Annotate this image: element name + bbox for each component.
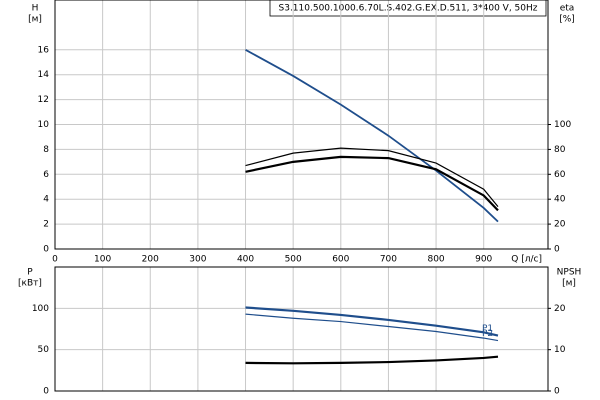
plot-frame <box>54 266 549 392</box>
x-tick-label: 400 <box>237 255 254 265</box>
x-tick-label: 100 <box>94 255 111 265</box>
y-tick-label: 50 <box>38 345 50 355</box>
y2-tick-label: 10 <box>554 345 566 355</box>
x-tick-label: 800 <box>427 255 444 265</box>
y-tick-label: 16 <box>38 45 50 55</box>
x-tick-label: 0 <box>52 255 58 265</box>
y2-tick-label: 80 <box>554 145 566 155</box>
title-box <box>269 0 547 17</box>
y2-unit: [%] <box>559 15 575 25</box>
curve <box>245 355 499 365</box>
y2-tick-label: 20 <box>554 304 566 314</box>
y-tick-label: 100 <box>32 304 49 314</box>
curve <box>245 155 499 212</box>
curve <box>245 313 499 342</box>
curve <box>245 147 499 208</box>
x-tick-label: 600 <box>332 255 349 265</box>
y-tick-label: 8 <box>43 145 49 155</box>
chart-title: S3.110.500.1000.6.70L.S.402.G.EX.D.511, … <box>279 4 538 14</box>
y2-tick-label: 100 <box>554 120 571 130</box>
y-tick-label: 4 <box>43 195 49 205</box>
x-tick-label: 300 <box>189 255 206 265</box>
y-tick-label: 12 <box>38 95 49 105</box>
x-tick-label: 900 <box>475 255 492 265</box>
y-tick-label: 14 <box>38 70 50 80</box>
y-label: P <box>27 268 33 278</box>
y-tick-label: 6 <box>43 170 49 180</box>
y2-unit: [м] <box>562 279 576 289</box>
y-unit: [кВт] <box>18 279 42 289</box>
x-tick-label: 500 <box>285 255 302 265</box>
y2-tick-label: 0 <box>554 245 560 255</box>
curve-label: P1 <box>482 324 493 334</box>
y-tick-label: 10 <box>38 120 50 130</box>
curve-label: P2 <box>482 329 493 339</box>
y-tick-label: 0 <box>43 245 49 255</box>
y2-tick-label: 20 <box>554 220 566 230</box>
y2-label: NPSH <box>557 268 582 278</box>
plot-frame <box>54 0 549 250</box>
y-label: H <box>32 4 39 14</box>
y-tick-label: 2 <box>43 220 49 230</box>
x-tick-label: 200 <box>142 255 159 265</box>
y2-label: eta <box>560 4 575 14</box>
curve <box>245 49 499 223</box>
x-label: Q [л/с] <box>511 255 542 265</box>
y-tick-label: 0 <box>43 387 49 397</box>
y2-tick-label: 60 <box>554 170 566 180</box>
y-unit: [м] <box>28 15 42 25</box>
curve <box>245 306 499 337</box>
y2-tick-label: 40 <box>554 195 566 205</box>
x-tick-label: 700 <box>380 255 397 265</box>
y2-tick-label: 0 <box>554 387 560 397</box>
